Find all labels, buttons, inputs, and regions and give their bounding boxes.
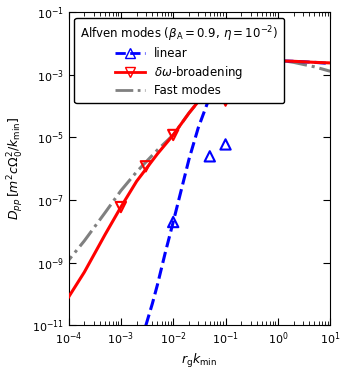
Point	[171, 219, 176, 225]
Point	[171, 132, 176, 138]
Point	[275, 74, 281, 80]
Point	[223, 98, 228, 104]
X-axis label: $r_{\mathrm{g}} k_{\mathrm{min}}$: $r_{\mathrm{g}} k_{\mathrm{min}}$	[181, 352, 217, 370]
Point	[275, 73, 281, 79]
Point	[207, 153, 212, 159]
Legend: linear, $\delta\omega$-broadening, Fast modes: linear, $\delta\omega$-broadening, Fast …	[74, 18, 284, 103]
Point	[118, 204, 124, 210]
Y-axis label: $D_{pp}\, [m^2 c \Omega_0^2 / k_{\mathrm{min}}]$: $D_{pp}\, [m^2 c \Omega_0^2 / k_{\mathrm…	[6, 117, 26, 220]
Point	[143, 163, 149, 169]
Point	[223, 141, 228, 147]
